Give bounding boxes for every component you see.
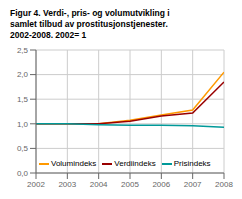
svg-text:2007: 2007	[184, 180, 202, 189]
html-text:Verdiindeks: Verdiindeks	[114, 159, 156, 168]
svg-text:0,0: 0,0	[17, 169, 29, 178]
svg-text:2003: 2003	[58, 180, 76, 189]
html-text:Prisindeks: Prisindeks	[173, 159, 211, 168]
svg-text:0,5: 0,5	[17, 144, 29, 153]
svg-text:2004: 2004	[90, 180, 108, 189]
svg-text:2005: 2005	[121, 180, 139, 189]
html-text:Volumindeks: Volumindeks	[51, 159, 97, 168]
html-text:samlet tilbud av prostitusjons: samlet tilbud av prostitusjonstjenester.	[10, 19, 168, 29]
html-text:Figur 4. Verdi-, pris- og volu: Figur 4. Verdi-, pris- og volumutvikling…	[10, 8, 170, 18]
svg-text:2,5: 2,5	[17, 46, 29, 55]
svg-text:2008: 2008	[215, 180, 233, 189]
svg-text:1,5: 1,5	[17, 95, 29, 104]
svg-text:1,0: 1,0	[17, 120, 29, 129]
html-text:2002-2008. 2002= 1: 2002-2008. 2002= 1	[10, 30, 87, 41]
svg-text:2002: 2002	[27, 180, 45, 189]
svg-text:2,0: 2,0	[17, 70, 29, 79]
svg-text:2006: 2006	[152, 180, 170, 189]
